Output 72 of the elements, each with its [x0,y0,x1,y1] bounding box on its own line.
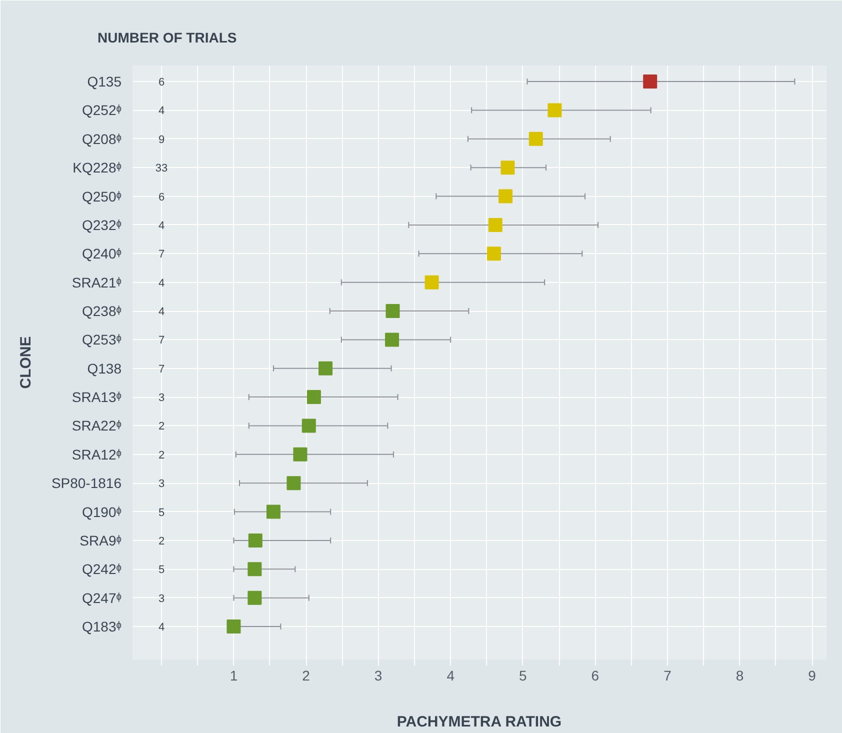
annotation: 4 [158,622,165,634]
point [302,418,316,433]
y-tick-label: KQ228ᶲ [72,160,122,176]
point [548,103,562,118]
y-tick-label: Q252ᶲ [82,102,122,118]
y-tick-label: Q238ᶲ [82,303,122,320]
annotation: 7 [158,248,165,261]
y-tick-label: Q240ᶲ [82,246,122,262]
y-tick-label: SRA13ᶲ [72,389,122,406]
x-tick-label: 9 [808,668,816,684]
y-tick-label: Q250ᶲ [82,188,122,204]
point [286,476,301,490]
point [306,390,321,404]
point [248,533,262,548]
point [486,246,501,261]
point [318,361,333,376]
x-tick-label: 3 [374,668,382,684]
point [424,275,439,290]
y-tick-label: SRA9ᶲ [80,532,122,548]
text: NUMBER OF TRIALS [98,30,237,46]
x-tick-label: 7 [664,668,672,684]
point [385,332,400,347]
annotation: 5 [158,506,165,519]
annotation: 4 [158,306,165,318]
annotation: 9 [158,134,165,146]
point [248,562,262,576]
y-tick-label: Q232ᶲ [82,216,122,233]
x-tick-label: 4 [446,668,455,684]
x-axis-title: PACHYMETRA RATING [396,714,562,730]
y-tick-label: Q138 [87,360,122,376]
annotation: 7 [158,334,165,347]
y-tick-label: Q183ᶲ [82,618,122,635]
annotation: 4 [158,277,165,290]
x-tick-label: 6 [591,668,600,684]
annotation: 6 [158,191,165,204]
y-tick-label: SRA12ᶲ [72,446,122,462]
point [386,304,400,318]
y-tick-label: SRA21ᶲ [72,274,122,290]
annotation: 6 [158,76,165,89]
annotation: 33 [155,162,168,175]
y-axis-title: CLONE [17,336,34,389]
annotation: 3 [158,478,165,490]
x-tick-label: 8 [736,668,744,684]
point [528,132,543,146]
point [498,189,513,204]
annotation: 3 [158,592,165,605]
annotation: 2 [158,420,165,433]
y-tick-label: SP80-1816 [51,475,122,492]
annotation: 4 [158,105,165,118]
point [643,74,658,89]
y-tick-label: SRA22ᶲ [72,418,122,434]
y-tick-label: Q242ᶲ [82,561,122,578]
point [293,447,308,462]
x-tick-label: 1 [230,668,238,684]
y-tick-label: Q135 [87,74,122,90]
annotation: 7 [158,363,165,376]
x-tick-label: 2 [302,668,310,684]
point [226,620,241,634]
point [500,160,515,175]
annotation: 2 [158,535,165,548]
annotation: 5 [158,564,165,576]
point [266,504,280,519]
annotation: 2 [158,449,165,462]
y-tick-label: Q190ᶲ [82,504,122,520]
point [488,218,502,232]
y-tick-label: Q247ᶲ [82,590,122,606]
point [248,590,262,605]
annotation: 3 [158,392,165,404]
y-tick-label: Q253ᶲ [82,332,122,348]
y-tick-label: Q208ᶲ [82,130,122,147]
x-tick-label: 5 [518,668,527,684]
annotation: 4 [158,220,165,232]
